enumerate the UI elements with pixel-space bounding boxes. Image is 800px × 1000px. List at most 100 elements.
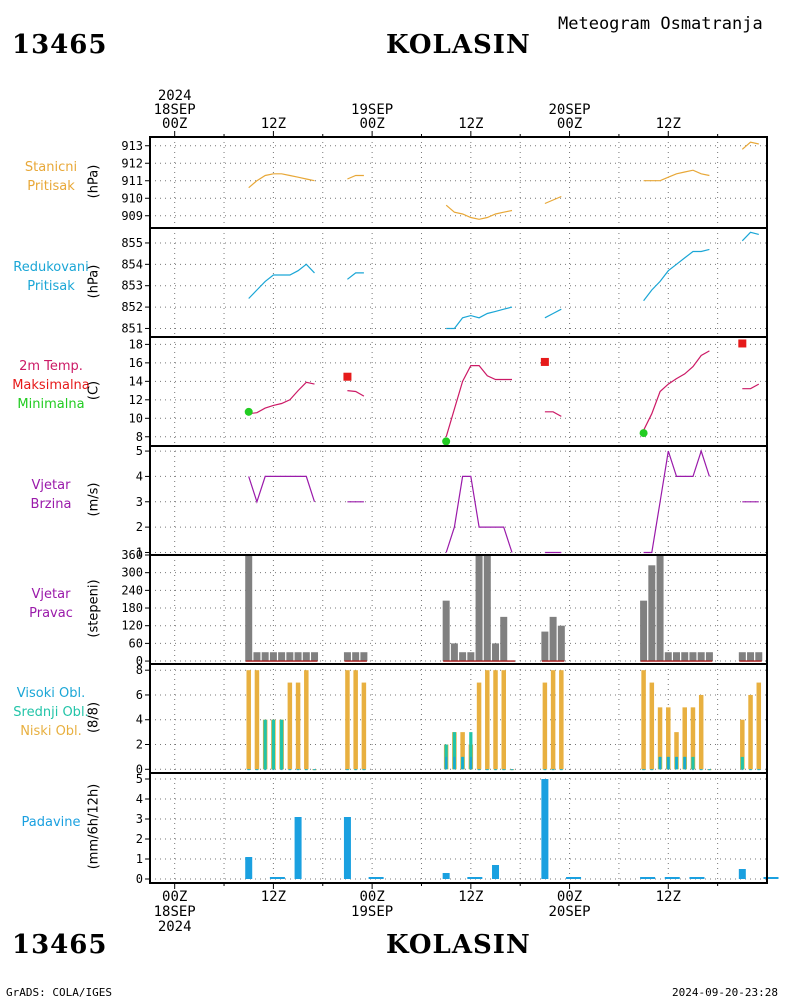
high-cloud-bar <box>683 756 686 770</box>
reduced-pressure-line <box>643 248 710 302</box>
high-cloud-bar <box>749 769 752 771</box>
panel-label-t: 2m Temp. Maksimalna Minimalna <box>0 357 116 414</box>
panel-label-ws: Vjetar Brzina <box>0 476 116 514</box>
wind-speed-line <box>643 449 710 554</box>
precipitation-bar <box>541 779 549 879</box>
high-cloud-bar <box>543 769 546 771</box>
reduced-pressure-line <box>544 308 562 319</box>
low-cloud-bar <box>756 682 762 770</box>
y-tick-label: 0 <box>136 872 143 886</box>
y-tick-label: 909 <box>121 209 143 223</box>
station-pressure-line <box>445 204 513 220</box>
panel-label-line: Vjetar <box>31 477 71 493</box>
wind-direction-bar <box>648 565 656 662</box>
y-tick-label: 5 <box>136 772 143 786</box>
x-tick-label-bottom: 12Z <box>261 889 286 905</box>
reduced-pressure-line <box>446 306 513 330</box>
wind-direction-bar <box>656 555 664 662</box>
y-tick-label: 18 <box>129 337 143 351</box>
high-cloud-bar <box>469 756 472 770</box>
y-tick-label: 6 <box>136 688 143 702</box>
high-cloud-bar <box>700 769 703 771</box>
wind-direction-bar <box>294 652 302 662</box>
wind-direction-bar <box>747 652 755 662</box>
panel-label-line: Srednji Obl. <box>13 705 89 720</box>
x-tick-label-bottom: 18SEP <box>154 904 196 920</box>
high-cloud-bar <box>741 769 744 771</box>
high-cloud-bar <box>362 769 365 771</box>
high-cloud-bar <box>560 769 563 771</box>
panel-label-line: Stanicni <box>24 159 78 175</box>
panel-label-sp: Stanicni Pritisak <box>0 158 116 196</box>
wind-direction-bar <box>302 652 310 662</box>
station-name-bottom: KOLASIN <box>386 930 531 960</box>
x-tick-label-bottom: 19SEP <box>351 904 393 920</box>
wind-direction-bar <box>640 600 648 662</box>
panel-unit-pr: (mm/6h/12h) <box>86 783 102 870</box>
low-cloud-bar <box>698 694 704 770</box>
station-id-top: 13465 <box>12 30 108 60</box>
y-tick-label: 2 <box>136 832 143 846</box>
wind-direction-bar <box>705 652 713 662</box>
panel-frame <box>149 336 768 447</box>
temperature-line <box>544 411 562 417</box>
station-pressure-line <box>741 141 759 150</box>
low-cloud-bar <box>361 682 367 770</box>
precipitation-bar <box>664 877 680 879</box>
panel-label-cl: Visoki Obl. Srednji Obl. Niski Obl. <box>0 684 116 741</box>
y-tick-label: 10 <box>129 411 143 425</box>
panel-unit-ws: (m/s) <box>86 482 102 516</box>
high-cloud-bar <box>510 769 513 771</box>
reduced-pressure-line <box>741 231 759 242</box>
x-tick-label-bottom: 00Z <box>162 889 187 905</box>
low-cloud-bar <box>657 707 663 770</box>
y-tick-label: 360 <box>121 548 143 562</box>
wind-direction-bar <box>360 652 368 662</box>
wind-direction-bar <box>442 600 450 662</box>
y-tick-label: 1 <box>136 852 143 866</box>
panel-frame <box>149 136 768 229</box>
high-cloud-bar <box>494 769 497 771</box>
panel-label-line: 2m Temp. <box>19 359 83 374</box>
temperature-line <box>445 365 512 437</box>
mid-cloud-bar <box>452 732 456 770</box>
low-cloud-bar <box>493 670 498 770</box>
wind-direction-bar <box>278 652 286 662</box>
high-cloud-bar <box>346 769 349 771</box>
low-cloud-bar <box>304 670 309 770</box>
x-tick-label-top: 12Z <box>656 116 681 132</box>
precipitation-bar <box>566 877 582 879</box>
x-tick-label-bottom: 00Z <box>557 889 582 905</box>
precipitation-bar <box>442 873 450 879</box>
high-cloud-bar <box>757 769 760 771</box>
low-cloud-bar <box>559 670 564 770</box>
product-title: Meteogram Osmatranja <box>558 14 763 34</box>
high-cloud-bar <box>305 769 308 771</box>
wind-direction-bar <box>689 652 697 662</box>
x-tick-label-top: 12Z <box>458 116 483 132</box>
low-cloud-bar <box>542 682 548 770</box>
high-cloud-bar <box>264 769 267 771</box>
precipitation-bar <box>763 877 779 879</box>
y-tick-label: 913 <box>121 139 143 153</box>
high-cloud-bar <box>453 756 456 770</box>
wind-direction-bar <box>450 643 458 662</box>
precipitation-bar <box>492 865 500 879</box>
high-cloud-bar <box>478 769 481 771</box>
panel-label-rp: Redukovani Pritisak <box>0 258 116 296</box>
panel-label-line: Pritisak <box>27 278 75 294</box>
panel-unit-wd: (stepeni) <box>86 578 102 638</box>
y-tick-label: 120 <box>121 619 143 633</box>
mid-cloud-bar <box>271 719 275 770</box>
precipitation-bar <box>269 877 285 879</box>
low-cloud-bar <box>246 670 251 770</box>
wind-speed-line <box>248 475 316 504</box>
wind-direction-bar <box>673 652 681 662</box>
y-tick-label: 12 <box>129 393 143 407</box>
mid-cloud-bar <box>691 756 695 770</box>
low-cloud-bar <box>748 694 753 770</box>
high-cloud-bar <box>552 769 555 771</box>
high-cloud-bar <box>659 756 662 770</box>
low-cloud-bar <box>295 682 301 770</box>
x-tick-label-top: 20SEP <box>548 102 590 118</box>
